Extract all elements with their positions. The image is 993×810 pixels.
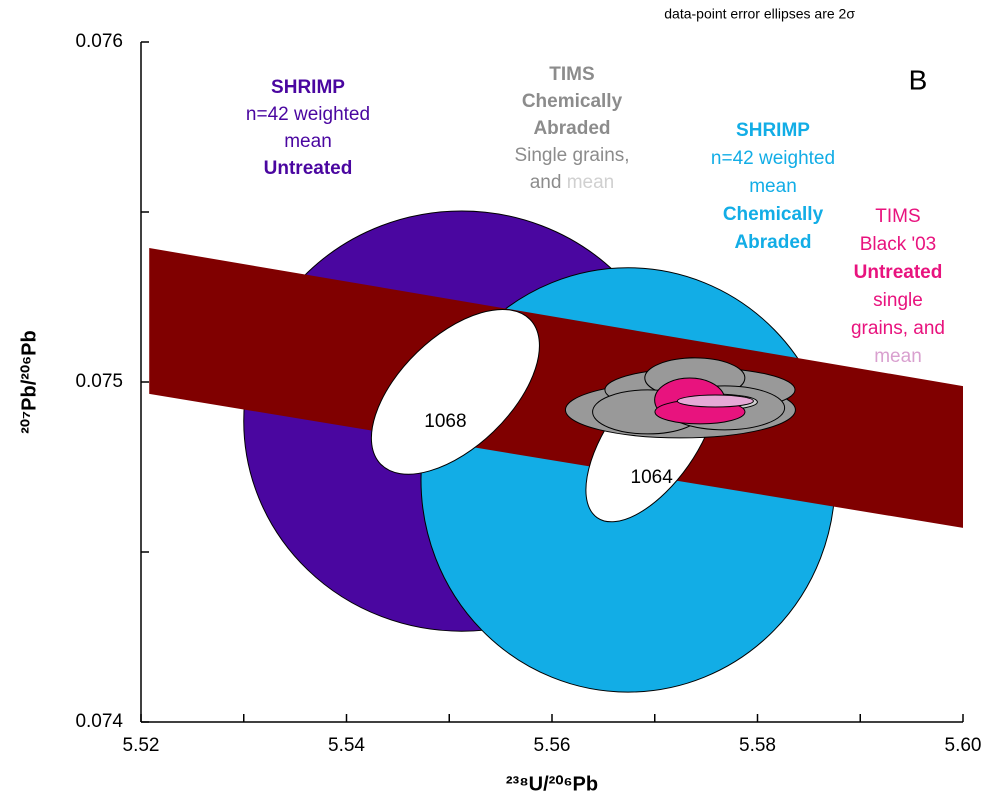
annotation-line: TIMS: [875, 206, 920, 227]
x-tick-label: 5.56: [534, 735, 571, 756]
x-tick-label: 5.54: [328, 735, 365, 756]
annotation-line: TIMS: [549, 64, 594, 85]
x-tick-label: 5.60: [945, 735, 982, 756]
annotation-line: SHRIMP: [271, 77, 345, 98]
x-tick-label: 5.52: [123, 735, 160, 756]
y-tick-label: 0.075: [75, 371, 123, 392]
note: data-point error ellipses are 2σ: [664, 6, 855, 22]
annotation-text: n=42 weighted: [246, 104, 370, 125]
y-tick-label: 0.076: [75, 31, 123, 52]
age-label: 1068: [424, 411, 466, 432]
annotation-line: Untreated: [854, 262, 943, 283]
grain-ellipse: [676, 394, 754, 408]
annotation-line: Chemically: [522, 91, 623, 112]
annotation-line: Abraded: [734, 232, 811, 253]
annotation-line: single: [873, 290, 923, 311]
annotation-line: Single grains,: [514, 145, 629, 166]
plot-area: [149, 210, 963, 693]
annotation-text: TIMS: [549, 64, 594, 85]
annotation-text: Untreated: [854, 262, 943, 283]
annotation-text: SHRIMP: [736, 120, 810, 141]
annotation-text: mean: [749, 176, 797, 197]
annotation-text: Abraded: [533, 118, 610, 139]
annotation-line: n=42 weighted: [246, 104, 370, 125]
annotation-line: mean: [749, 176, 797, 197]
concordia-band: [149, 248, 963, 528]
annotation-line: and mean: [530, 172, 615, 193]
y-tick-label: 0.074: [75, 711, 123, 732]
annotation-text: mean: [284, 131, 332, 152]
x-axis-title: ²³⁸U/²⁰⁶Pb: [506, 773, 598, 795]
panel-label: B: [909, 64, 928, 95]
annotation-text: Single grains,: [514, 145, 629, 166]
annotation-line: mean: [284, 131, 332, 152]
annotation-line: Abraded: [533, 118, 610, 139]
annotation-line: SHRIMP: [736, 120, 810, 141]
annotation-line: Untreated: [264, 158, 353, 179]
annotation-line: grains, and: [851, 318, 945, 339]
annotation-text: mean: [567, 172, 615, 193]
annotation-text: and: [530, 172, 567, 193]
annotation-text: grains, and: [851, 318, 945, 339]
annotation-text: Chemically: [522, 91, 623, 112]
annotation-text: single: [873, 290, 923, 311]
annotation-text: Untreated: [264, 158, 353, 179]
annotation-line: n=42 weighted: [711, 148, 835, 169]
age-label: 1064: [631, 467, 674, 488]
y-axis-title: ²⁰⁷Pb/²⁰⁶Pb: [18, 330, 40, 434]
annotation-line: Black '03: [860, 234, 937, 255]
annotation-line: mean: [874, 346, 922, 367]
annotation-line: Chemically: [723, 204, 824, 225]
age-ellipse: [370, 308, 540, 475]
annotation-text: SHRIMP: [271, 77, 345, 98]
annotation-text: mean: [874, 346, 922, 367]
annotation-text: Black '03: [860, 234, 937, 255]
annotation-text: Abraded: [734, 232, 811, 253]
annotation-text: TIMS: [875, 206, 920, 227]
x-tick-label: 5.58: [739, 735, 776, 756]
annotation-text: n=42 weighted: [711, 148, 835, 169]
annotation-text: Chemically: [723, 204, 824, 225]
